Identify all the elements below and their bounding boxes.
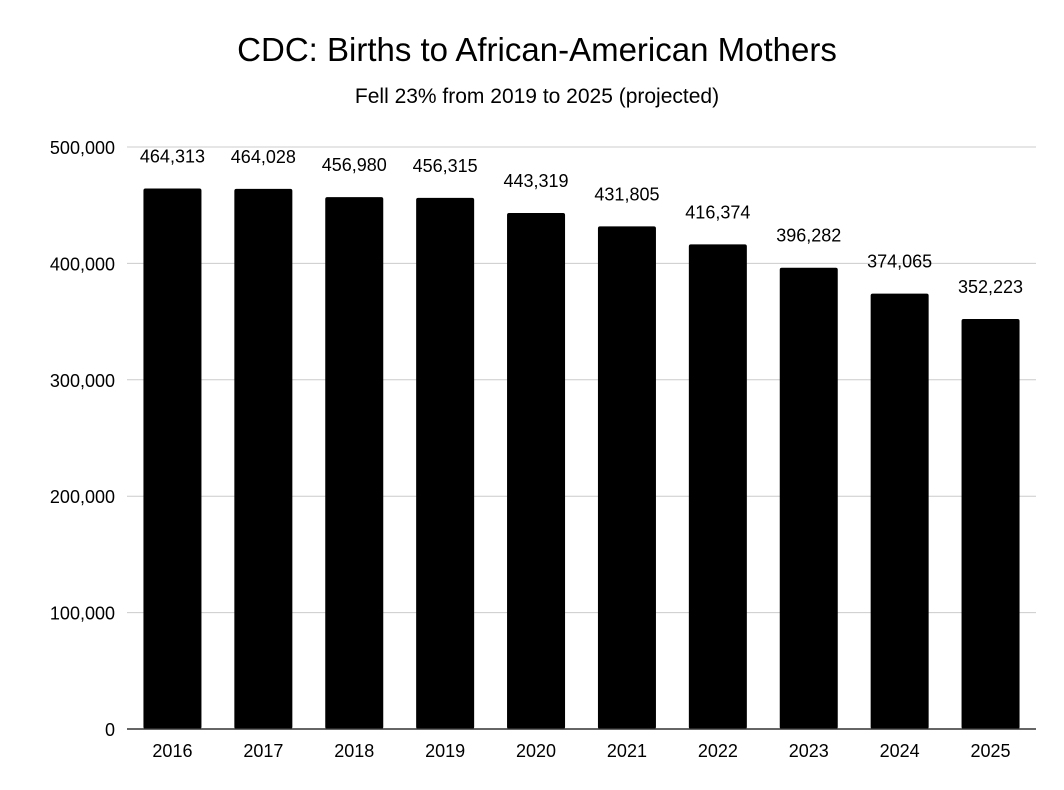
y-tick-label: 500,000 [50, 138, 115, 158]
bar-2023 [779, 267, 838, 729]
x-tick-label: 2017 [243, 741, 283, 761]
data-label: 431,805 [594, 184, 659, 204]
y-tick-label: 100,000 [50, 604, 115, 624]
bar-2022 [688, 244, 747, 729]
y-tick-label: 300,000 [50, 371, 115, 391]
bars [143, 188, 1020, 730]
data-labels: 464,313 464,028 456,980 456,315 443,319 431,8… [140, 147, 1023, 297]
x-axis-tick-labels: 2016 2017 2018 2019 2020 2021 2022 2023 2024 2025 [152, 741, 1010, 761]
bar-2024 [870, 293, 929, 729]
data-label: 416,374 [685, 202, 750, 222]
bar-2019 [416, 197, 475, 729]
bar-2021 [597, 226, 656, 730]
y-tick-label: 400,000 [50, 254, 115, 274]
data-label: 352,223 [958, 277, 1023, 297]
bar-2020 [507, 212, 566, 729]
bar-2017 [234, 188, 293, 730]
x-tick-label: 2018 [334, 741, 374, 761]
bar-2018 [325, 197, 384, 729]
x-tick-label: 2022 [698, 741, 738, 761]
y-tick-label: 200,000 [50, 487, 115, 507]
bar-2025 [961, 319, 1020, 729]
data-label: 464,313 [140, 147, 205, 167]
chart-subtitle: Fell 23% from 2019 to 2025 (projected) [354, 85, 720, 108]
data-label: 374,065 [867, 252, 932, 272]
y-tick-label: 0 [105, 720, 115, 740]
bar-2016 [143, 188, 202, 729]
data-label: 443,319 [504, 171, 569, 191]
x-tick-label: 2024 [880, 741, 920, 761]
x-tick-label: 2020 [516, 741, 556, 761]
x-tick-label: 2016 [152, 741, 192, 761]
x-tick-label: 2021 [607, 741, 647, 761]
data-label: 456,980 [322, 155, 387, 175]
x-tick-label: 2025 [971, 741, 1011, 761]
data-label: 456,315 [413, 156, 478, 176]
x-tick-label: 2023 [789, 741, 829, 761]
data-label: 396,282 [776, 226, 841, 246]
y-axis-tick-labels: 0 100,000 200,000 300,000 400,000 500,000 [50, 138, 115, 740]
x-tick-label: 2019 [425, 741, 465, 761]
data-label: 464,028 [231, 147, 296, 167]
chart-title: CDC: Births to African-American Mothers [237, 31, 837, 68]
